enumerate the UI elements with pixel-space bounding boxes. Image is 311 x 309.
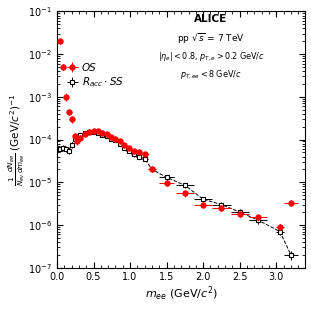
Text: ALICE: ALICE	[194, 14, 228, 24]
Y-axis label: $\frac{1}{N_{ev}} \frac{dN_{ee}}{dm_{ee}}$ (GeV/$c^{2}$)$^{-1}$: $\frac{1}{N_{ev}} \frac{dN_{ee}}{dm_{ee}…	[6, 93, 26, 186]
Text: $|\eta_{e}| < 0.8$, $p_{T,e} > 0.2$ GeV/$c$: $|\eta_{e}| < 0.8$, $p_{T,e} > 0.2$ GeV/…	[158, 50, 264, 63]
Legend: OS, $R_{acc} \cdot SS$: OS, $R_{acc} \cdot SS$	[67, 63, 124, 89]
Text: $p_{T,ee} < 8$ GeV/$c$: $p_{T,ee} < 8$ GeV/$c$	[180, 68, 242, 81]
X-axis label: $m_{ee}$ (GeV/$c^{2}$): $m_{ee}$ (GeV/$c^{2}$)	[145, 285, 218, 303]
Text: pp $\sqrt{s}$ = 7 TeV: pp $\sqrt{s}$ = 7 TeV	[177, 32, 245, 46]
